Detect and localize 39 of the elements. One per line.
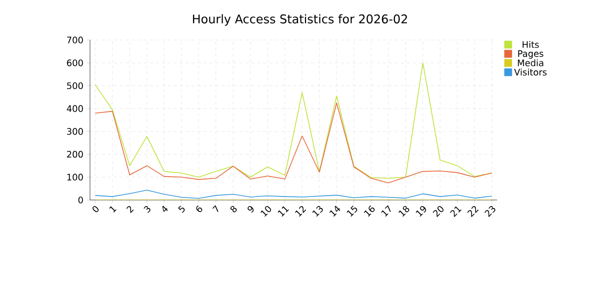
legend-label: Media	[518, 59, 544, 66]
x-tick-label: 4	[162, 206, 168, 212]
x-tick-label: 6	[196, 206, 202, 212]
x-tick-label: 16	[364, 206, 375, 217]
x-tick-label: 3	[144, 206, 150, 213]
x-tick-label: 5	[178, 206, 185, 213]
x-tick-label: 22	[467, 206, 479, 217]
y-tick-label: 0	[78, 196, 83, 204]
y-tick-label: 500	[67, 82, 83, 90]
chart-title: Hourly Access Statistics for 2026-02	[192, 14, 407, 26]
x-tick-label: 17	[381, 205, 391, 217]
line-series	[94, 102, 492, 184]
legend-label: Pages	[518, 50, 544, 59]
line-series	[94, 62, 492, 179]
x-tick-label: 15	[346, 206, 358, 217]
x-tick-label: 2	[126, 206, 134, 213]
y-tick-label: 200	[67, 150, 83, 158]
x-tick-label: 0	[92, 206, 99, 212]
y-tick-label: 300	[67, 128, 83, 135]
y-tick-label: 400	[66, 105, 83, 112]
x-tick-label: 19	[416, 206, 426, 217]
x-tick-label: 20	[432, 206, 444, 217]
legend-label: Hits	[522, 40, 539, 48]
x-tick-label: 23	[484, 206, 496, 217]
x-tick-label: 21	[450, 206, 462, 217]
x-tick-label: 13	[312, 206, 323, 217]
y-tick-label: 700	[67, 36, 83, 44]
x-tick-label: 12	[295, 206, 306, 217]
x-tick-label: 7	[212, 205, 218, 212]
y-tick-label: 100	[67, 174, 83, 181]
x-tick-label: 14	[329, 206, 340, 217]
x-tick-label: 1	[109, 206, 116, 213]
x-tick-label: 9	[248, 206, 254, 213]
x-tick-label: 10	[260, 206, 272, 217]
x-tick-label: 18	[398, 206, 410, 217]
x-tick-label: 8	[230, 206, 237, 212]
legend-label: Visitors	[514, 68, 547, 76]
x-tick-label: 11	[278, 206, 289, 217]
y-tick-label: 600	[67, 59, 83, 66]
